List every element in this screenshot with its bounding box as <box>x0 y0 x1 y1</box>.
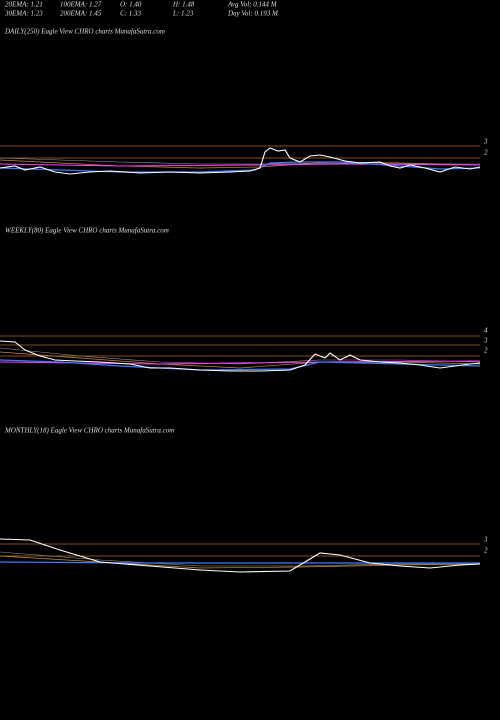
ma-line <box>0 347 481 365</box>
ma-line <box>0 359 481 371</box>
ma-line <box>0 551 480 567</box>
level-label: 4 <box>484 327 488 335</box>
ma-line <box>0 561 480 564</box>
header-item: Day Vol: 0.193 M <box>227 10 279 18</box>
header-item: 100EMA: 1.27 <box>60 1 102 9</box>
monthly-panel: MONTHLY(18) Eagle View CHRO charts Munaf… <box>0 427 488 573</box>
daily-panel: DAILY(250) Eagle View CHRO charts Munafa… <box>0 28 488 175</box>
weekly-panel: WEEKLY(80) Eagle View CHRO charts Munafa… <box>0 227 488 372</box>
header-item: H: 1.48 <box>172 1 195 9</box>
header-item: O: 1.40 <box>120 1 142 9</box>
ma-line <box>0 159 481 169</box>
header: 20EMA: 1.21 100EMA: 1.27 O: 1.40 H: 1.48… <box>4 1 279 18</box>
price-line <box>0 340 481 372</box>
level-label: 3 <box>483 536 488 544</box>
header-item: 20EMA: 1.21 <box>5 1 43 9</box>
level-label: 2 <box>484 347 488 355</box>
header-item: 30EMA: 1.23 <box>4 10 43 18</box>
level-label: 2 <box>484 149 488 157</box>
price-line <box>0 538 481 573</box>
level-label: 2 <box>484 547 488 555</box>
ma-line <box>0 157 480 165</box>
level-label: 3 <box>483 337 488 345</box>
level-label: 3 <box>483 138 488 146</box>
header-item: C: 1.33 <box>120 10 142 18</box>
panel-title: MONTHLY(18) Eagle View CHRO charts Munaf… <box>4 427 174 435</box>
panel-title: WEEKLY(80) Eagle View CHRO charts Munafa… <box>5 227 169 235</box>
header-item: 200EMA: 1.45 <box>60 10 102 18</box>
header-item: Avg Vol: 0.144 M <box>227 1 278 9</box>
price-line <box>0 147 481 175</box>
header-item: L: 1.23 <box>172 10 194 18</box>
ma-line <box>0 555 481 569</box>
panel-title: DAILY(250) Eagle View CHRO charts Munafa… <box>4 28 165 36</box>
